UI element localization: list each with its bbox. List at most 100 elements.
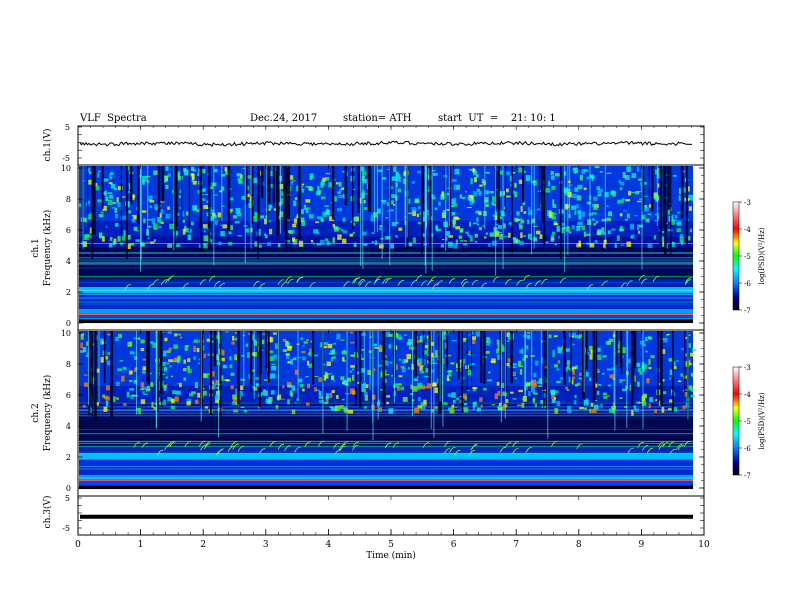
ch2-spectrogram-speckle: [369, 336, 374, 338]
ch1-spectrogram-speckle: [183, 169, 189, 176]
ch2-spectrogram-speckle: [425, 368, 429, 373]
ch1-spectrogram-streak: [208, 166, 211, 250]
ch1-spectrogram-streak: [245, 166, 248, 205]
ch2-spectrogram-emission: [167, 441, 174, 448]
ch2-spectrogram-band: [79, 452, 693, 459]
ch2-spectrogram-speckle: [419, 336, 425, 342]
ch2-spectrogram-speckle: [471, 336, 477, 340]
ch1-spectrogram-speckle: [594, 239, 598, 243]
ch1-spectrogram-speckle: [519, 224, 523, 230]
ch1-spectrogram-streak: [425, 166, 427, 231]
ch2-spectrogram-speckle: [230, 385, 234, 390]
ch2-spectrogram-speckle: [467, 353, 472, 355]
ch1-spectrogram-speckle: [233, 215, 238, 219]
ch2-spectrogram-speckle: [384, 360, 389, 366]
ch2-spectrogram-speckle: [502, 391, 507, 396]
ch2-spectrogram-streak: [268, 331, 270, 382]
ch1-spectrogram-streak: [559, 166, 562, 259]
ch1-spectrogram-streak: [685, 166, 689, 244]
ch1-spectrogram-speckle: [387, 236, 391, 240]
ch2-spectrogram-speckle: [253, 341, 259, 346]
ch1-spectrogram-speckle: [522, 235, 527, 237]
ch2-spectrogram-speckle: [596, 354, 602, 361]
ch1-spectrogram-speckle: [328, 242, 332, 245]
ch1-spectrogram-speckle: [463, 243, 468, 246]
ch1-spectrogram-speckle: [577, 184, 583, 190]
ch1-spectrogram-speckle: [269, 170, 273, 177]
ch2-spectrogram-speckle: [419, 340, 424, 343]
ch2-spectrogram-streak: [633, 331, 637, 368]
ch2-spectrogram-speckle: [648, 403, 651, 409]
ch1-spectrogram-speckle: [420, 211, 426, 218]
ch2-spectrogram-speckle: [417, 358, 423, 364]
ch2-spectrogram-speckle: [511, 373, 516, 377]
ch2-spectrogram-speckle: [570, 376, 575, 380]
ch1-spectrogram-speckle: [621, 198, 624, 204]
ch2-spectrogram-baseline: [79, 486, 693, 489]
ch2-spectrogram-speckle: [463, 407, 469, 413]
ch2-spectrogram-speckle: [669, 377, 672, 380]
ch2-spectrogram-speckle: [398, 336, 403, 340]
ch2-spectrogram-emission: [237, 445, 245, 452]
ch1-spectrogram-speckle: [608, 211, 613, 217]
colorbar-tick-label: -4: [744, 391, 751, 399]
ch1-spectrogram-speckle: [321, 196, 326, 200]
ch1-spectrogram-streak: [381, 166, 383, 259]
ch2-spectrogram-speckle: [648, 366, 652, 370]
ch1-spectrogram-speckle: [99, 233, 103, 239]
ch1-spectrogram-emission: [541, 278, 548, 285]
ch2-spectrogram-speckle: [343, 406, 347, 409]
ch1-spectrogram-speckle: [657, 183, 661, 188]
ch1-spectrogram-speckle: [535, 230, 541, 235]
ch1-spectrogram-speckle: [306, 207, 311, 209]
ch2-spectrogram-speckle: [250, 334, 255, 340]
ch1-spectrogram-speckle: [452, 203, 458, 207]
ch1-spectrogram-speckle: [618, 180, 621, 184]
ch1-spectrogram-speckle: [631, 234, 635, 239]
ch1-spectrogram-emission: [285, 276, 292, 283]
ch1-spectrogram-speckle: [310, 239, 314, 243]
ch2-spectrogram-speckle: [378, 345, 384, 350]
ch1-spectrogram-streak: [567, 166, 569, 255]
ch2-spectrogram-speckle: [505, 332, 510, 338]
ch2-spectrogram-speckle: [306, 402, 310, 406]
ch2-spectrogram-speckle: [451, 404, 455, 409]
ch1-spectrogram-speckle: [519, 240, 524, 246]
ch1-spectrogram-streak: [266, 166, 268, 224]
ch2-spectrogram-speckle: [303, 341, 308, 344]
ch2-spectrogram-speckle: [434, 350, 438, 356]
ch2-spectrogram-speckle: [336, 395, 339, 399]
ch2-spectrogram-speckle: [447, 393, 452, 398]
ch1-spectrogram-streak: [404, 166, 406, 223]
ch1-spectrogram-speckle: [214, 220, 218, 226]
ch2-spectrogram-speckle: [421, 365, 424, 367]
ch1-spectrogram-speckle: [523, 211, 527, 214]
ch1-spectrogram-speckle: [119, 242, 124, 245]
ch1-spectrogram-speckle: [342, 230, 348, 234]
ch2-spectrogram-streak: [243, 331, 245, 386]
ch1-spectrogram-speckle: [126, 166, 130, 171]
ch2-spectrogram-speckle: [468, 350, 472, 354]
ch1-spectrogram-speckle: [672, 219, 678, 222]
ch2-spectrogram-speckle: [187, 369, 192, 374]
ch1-spectrogram-speckle: [182, 228, 186, 235]
ch2-spectrogram-speckle: [566, 366, 570, 370]
ch1-spectrogram-speckle: [380, 199, 386, 202]
ch1-spectrogram-emission: [638, 275, 646, 281]
ch2-spectrogram-speckle: [255, 383, 259, 386]
ch1-spectrogram-speckle: [113, 238, 117, 245]
ch1-spectrogram-speckle: [497, 216, 503, 220]
ch1-spectrogram-speckle: [553, 213, 557, 215]
ch2-spectrogram-speckle: [277, 394, 282, 400]
ch1-spectrogram-speckle: [362, 189, 365, 193]
ch1-spectrogram-speckle: [179, 206, 182, 210]
ch2-spectrogram-speckle: [360, 368, 365, 373]
ch1-spectrogram-speckle: [242, 167, 246, 169]
ch2-spectrogram-speckle: [141, 386, 147, 391]
ch2-spectrogram-speckle: [506, 340, 510, 342]
ch2-spectrogram-speckle: [341, 398, 345, 401]
ch2-spectrogram-speckle: [512, 398, 517, 400]
ch1-spectrogram-streak: [531, 166, 533, 255]
ch2-spectrogram-speckle: [470, 363, 475, 365]
ch1-spectrogram-speckle: [201, 194, 205, 196]
